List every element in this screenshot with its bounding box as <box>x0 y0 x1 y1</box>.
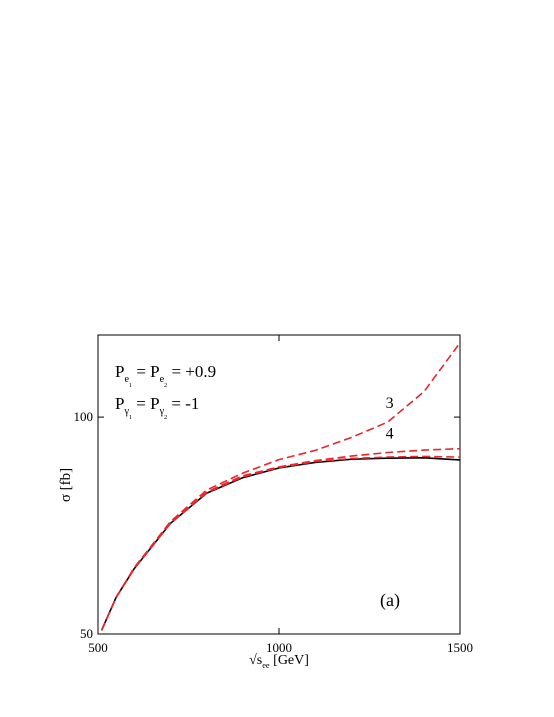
annotation-part: P <box>115 362 124 381</box>
annotation-part: = P <box>132 394 160 413</box>
annotation-part: = P <box>132 362 160 381</box>
series-line <box>100 455 461 631</box>
series-line <box>100 342 461 631</box>
annotation: Pγ1 = Pγ2 = -1 <box>115 394 199 421</box>
x-tick-label: 1000 <box>266 640 292 655</box>
x-tick-label: 1500 <box>447 640 473 655</box>
annotation-part: = +0.9 <box>167 362 216 381</box>
series-label: 3 <box>386 395 394 412</box>
x-axis-label-part: ee <box>262 661 270 670</box>
series-line <box>100 457 461 631</box>
panel-label: (a) <box>380 590 400 611</box>
series-label: 4 <box>386 426 394 443</box>
x-tick-label: 500 <box>88 640 108 655</box>
annotation-part: 1 <box>129 383 132 389</box>
y-tick-label: 100 <box>74 409 94 424</box>
annotation-part: P <box>115 394 124 413</box>
annotation-part: 1 <box>129 415 132 421</box>
annotation-part: e <box>160 374 165 385</box>
y-tick-label: 50 <box>80 626 93 641</box>
series-line <box>100 447 461 631</box>
x-axis-label: √see [GeV] <box>249 653 309 670</box>
annotation-part: γ <box>159 406 165 417</box>
annotation: Pe1 = Pe2 = +0.9 <box>115 362 216 389</box>
x-axis-label-part: √s <box>249 653 262 668</box>
annotation-part: 2 <box>164 383 167 389</box>
annotation-part: = -1 <box>167 394 199 413</box>
annotation-part: 2 <box>164 415 167 421</box>
annotation-part: e <box>124 374 129 385</box>
annotation-part: γ <box>123 406 129 417</box>
x-axis-label-part: [GeV] <box>270 653 309 668</box>
y-axis-label: σ [fb] <box>58 468 74 502</box>
